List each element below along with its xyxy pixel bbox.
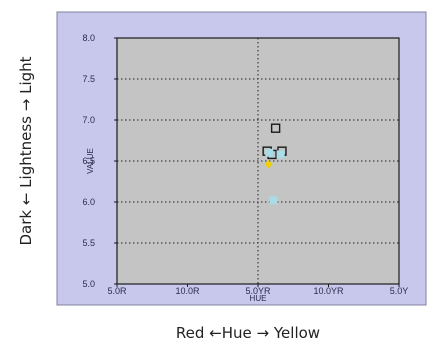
y-axis-label: VALUE — [86, 148, 95, 174]
y-tick-label: 7.5 — [82, 74, 95, 84]
x-tick-label: 5.0Y — [390, 286, 409, 296]
y-tick-label: 5.0 — [82, 279, 95, 289]
y-tick-labels: 8.0 7.5 7.0 6.5 6.0 5.5 5.0 — [82, 33, 117, 289]
data-point — [270, 123, 281, 133]
x-tick-label: 5.0YR — [245, 286, 271, 296]
data-points — [262, 123, 287, 205]
data-point — [269, 196, 278, 205]
grid-lines — [117, 38, 399, 284]
y-tick-label: 8.0 — [82, 33, 95, 43]
x-tick-label: 10.0R — [175, 286, 200, 296]
x-tick-label: 10.0YR — [313, 286, 344, 296]
data-point — [265, 148, 274, 157]
x-axis-label: HUE — [250, 294, 267, 303]
x-tick-labels: 5.0R 10.0R 5.0YR 10.0YR 5.0Y — [107, 284, 408, 296]
x-tick-label: 5.0R — [107, 286, 127, 296]
y-tick-label: 7.0 — [82, 115, 95, 125]
y-tick-label: 5.5 — [82, 238, 95, 248]
data-point — [276, 150, 285, 159]
vertical-outer-label: Dark ← Lightness → Light — [17, 56, 35, 245]
horizontal-outer-label: Red ←Hue → Yellow — [176, 324, 320, 342]
y-tick-label: 6.5 — [82, 156, 95, 166]
data-point — [264, 160, 273, 169]
y-tick-label: 6.0 — [82, 197, 95, 207]
